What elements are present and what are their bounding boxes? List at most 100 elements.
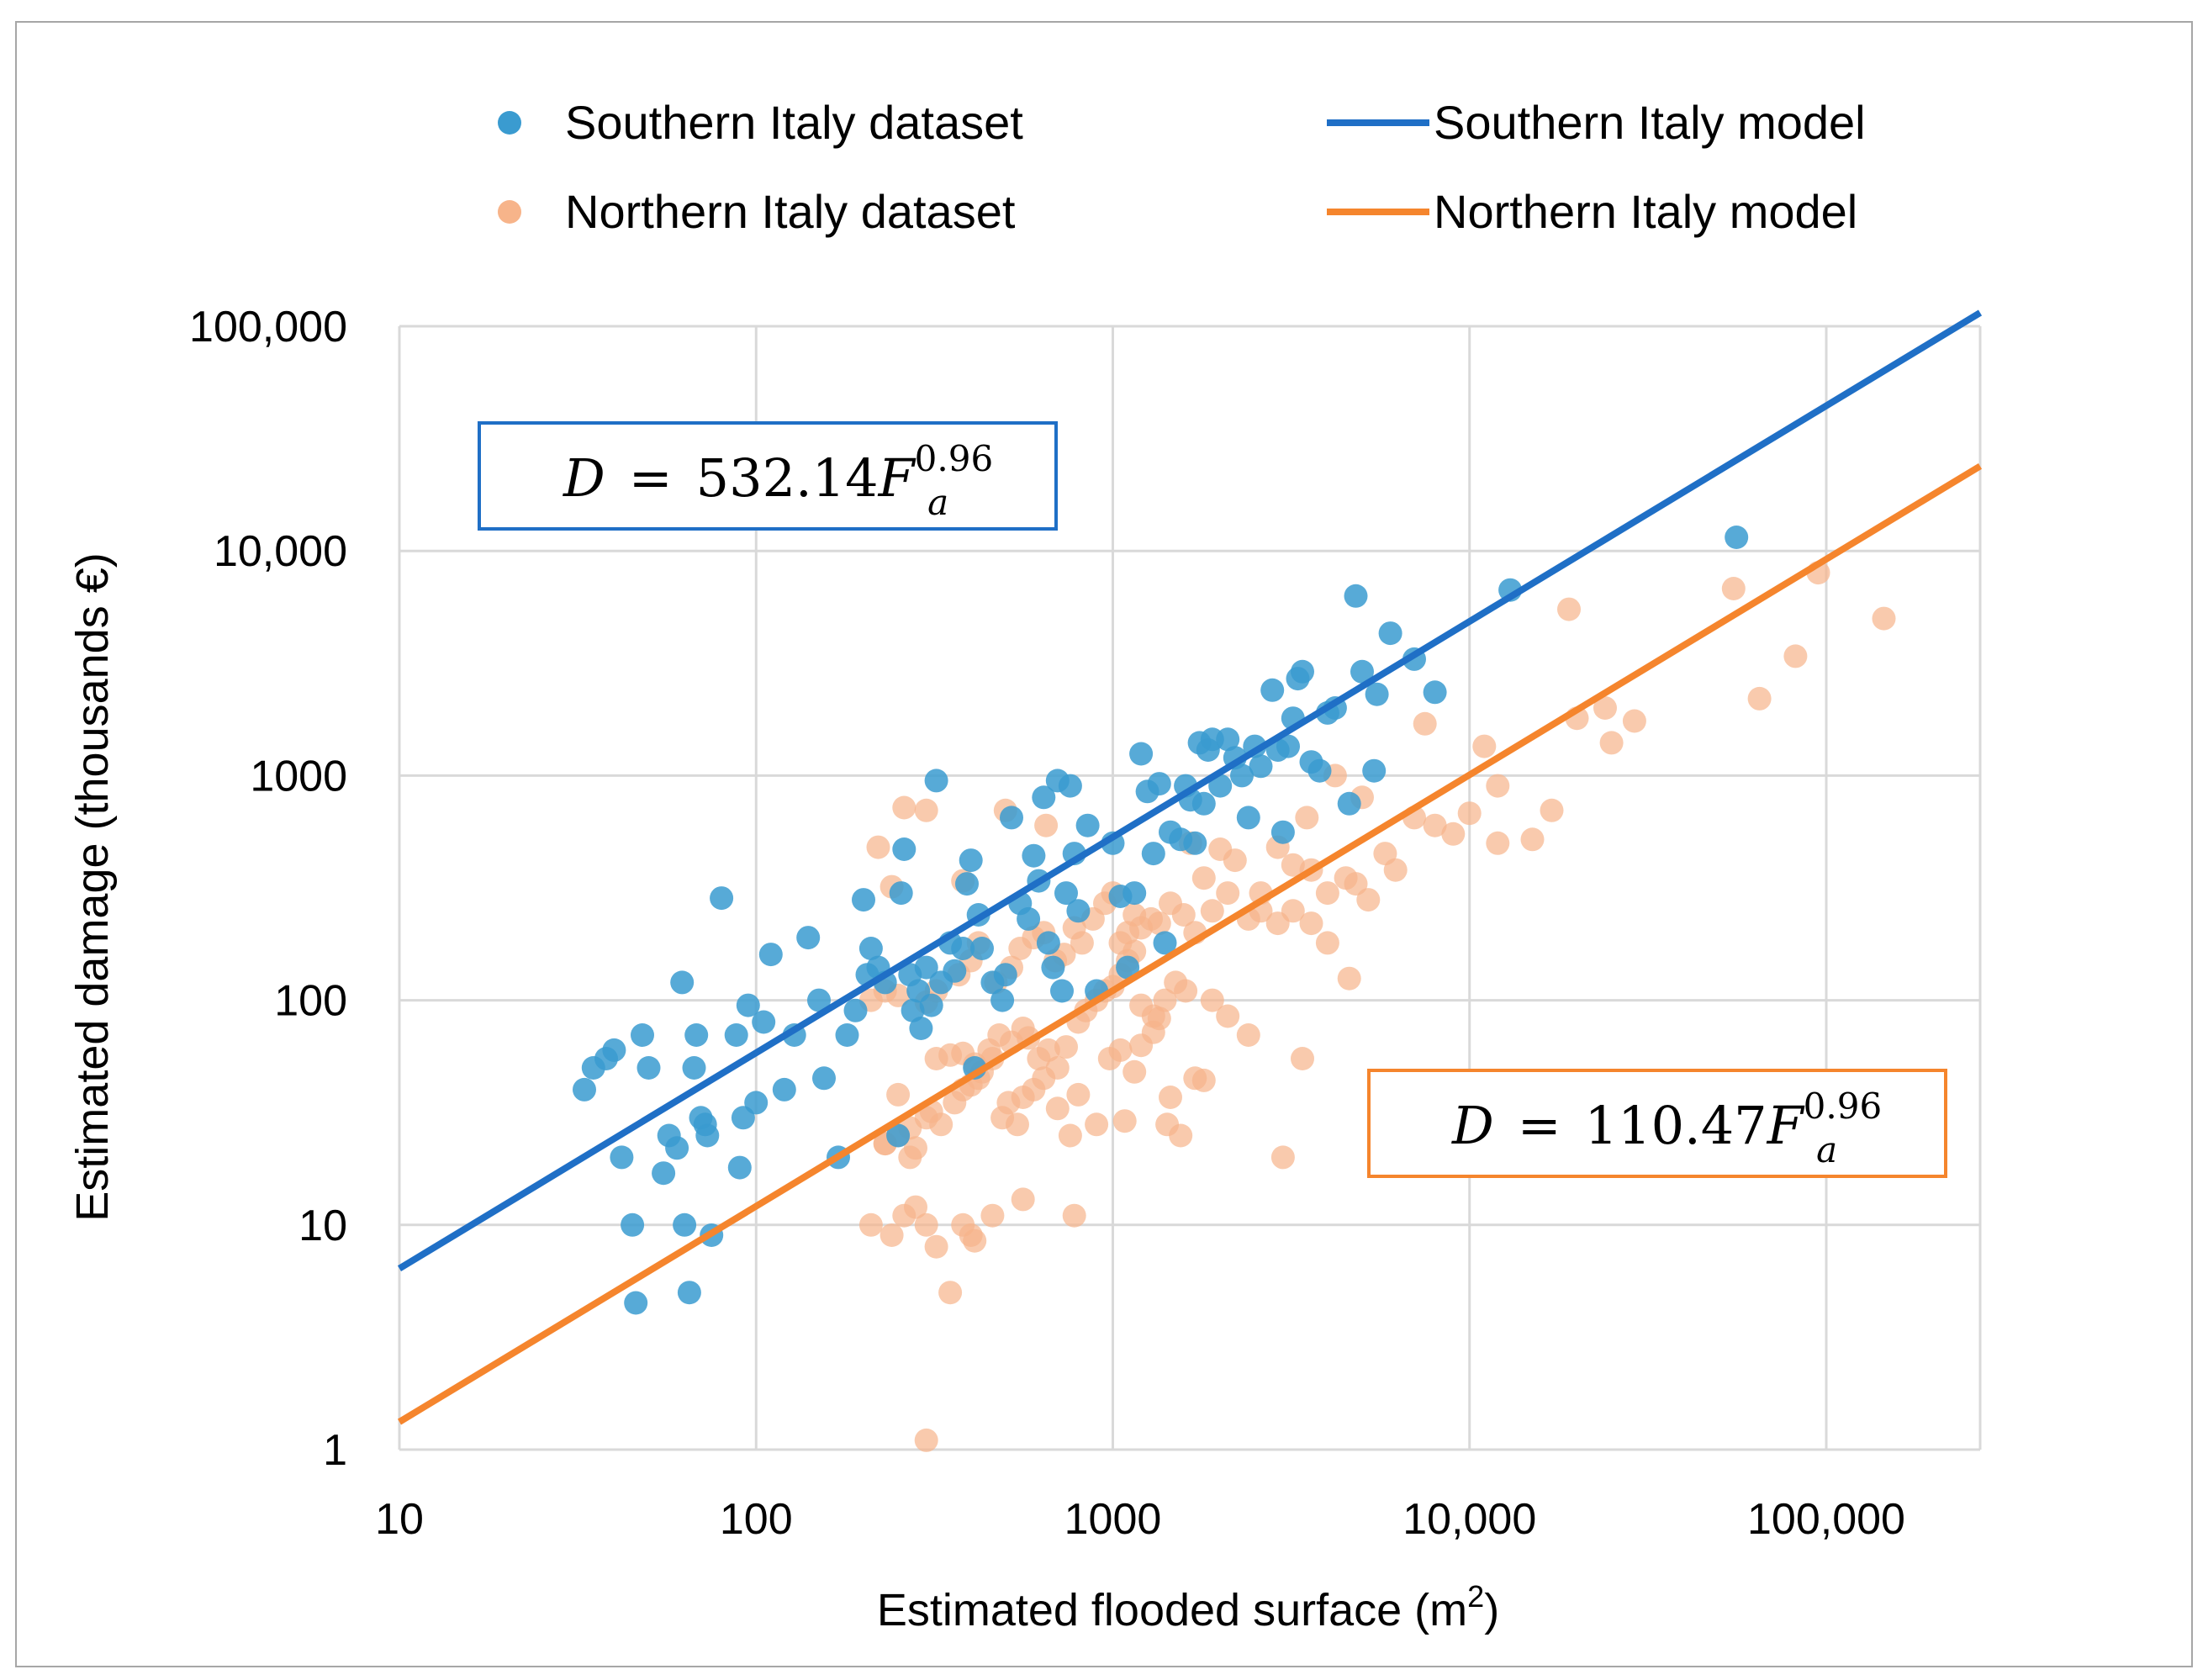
northern-point-50 [898, 1145, 922, 1170]
equation-box-southern-border [478, 421, 1058, 531]
northern-point-150 [1599, 731, 1624, 755]
southern-point-9 [652, 1161, 676, 1186]
northern-point-142 [1295, 806, 1319, 830]
southern-point-35 [835, 1023, 859, 1047]
northern-point-75 [1153, 988, 1177, 1012]
southern-point-0 [573, 1077, 596, 1102]
southern-point-43 [889, 881, 913, 906]
northern-point-0 [914, 1428, 938, 1452]
eq-s-eq: = [629, 447, 673, 509]
northern-point-131 [1344, 872, 1368, 896]
northern-point-33 [1058, 1123, 1082, 1148]
northern-point-10 [963, 1228, 987, 1253]
southern-point-84 [1129, 742, 1154, 766]
eq-n-sub: a [1816, 1129, 1837, 1170]
x-axis-title-text: Estimated flooded surface (m [877, 1585, 1467, 1635]
eq-s-d: D [563, 447, 605, 509]
southern-point-83 [1122, 881, 1147, 906]
southern-point-104 [1249, 754, 1273, 779]
southern-point-44 [892, 837, 916, 861]
southern-point-8 [637, 1056, 661, 1080]
northern-point-78 [1200, 988, 1224, 1012]
northern-point-149 [1593, 696, 1617, 720]
y-tick-label-2: 100 [274, 977, 347, 1026]
southern-point-70 [1036, 931, 1060, 955]
northern-point-118 [1299, 911, 1323, 936]
northern-point-49 [886, 1082, 911, 1107]
southern-point-123 [1423, 680, 1447, 705]
northern-point-161 [914, 798, 938, 822]
southern-point-67 [1022, 843, 1046, 868]
southern-point-57 [959, 848, 983, 873]
southern-point-63 [993, 963, 1017, 987]
legend-label-northern-dataset: Northern Italy dataset [565, 185, 1016, 238]
northern-point-47 [1191, 1068, 1216, 1092]
southern-point-87 [1147, 772, 1171, 796]
x-axis-title: Estimated flooded surface (m2) [877, 1579, 1499, 1635]
northern-point-81 [1291, 1047, 1314, 1070]
northern-point-136 [1423, 813, 1447, 837]
northern-point-3 [880, 1223, 904, 1247]
legend-marker-southern-dataset [498, 111, 521, 135]
southern-point-23 [727, 1155, 752, 1180]
southern-point-77 [1066, 899, 1091, 923]
eq-s-var: F [878, 447, 916, 509]
eq-s-exp: 0.96 [915, 438, 994, 479]
northern-point-120 [1337, 966, 1361, 991]
eq-n-exp: 0.96 [1804, 1086, 1883, 1127]
southern-point-74 [1054, 881, 1078, 906]
southern-point-71 [1041, 955, 1065, 980]
northern-point-110 [1171, 903, 1196, 927]
northern-point-20 [929, 1112, 953, 1137]
southern-point-93 [1183, 831, 1207, 855]
southern-point-119 [1362, 758, 1387, 783]
northern-point-154 [1747, 686, 1772, 711]
southern-point-64 [1000, 806, 1023, 830]
northern-point-141 [1540, 798, 1564, 822]
eq-n-eq: = [1518, 1095, 1561, 1156]
x-tick-label-2: 1000 [1064, 1495, 1162, 1544]
southern-point-88 [1153, 931, 1177, 955]
northern-point-160 [892, 795, 916, 820]
model-lines [397, 309, 1983, 1425]
northern-point-32 [1045, 1096, 1070, 1121]
y-tick-label-3: 1000 [250, 752, 347, 800]
northern-point-2 [858, 1212, 883, 1237]
southern-point-15 [682, 1056, 706, 1080]
northern-point-157 [1872, 606, 1896, 631]
southern-point-113 [1307, 758, 1332, 783]
northern-point-12 [1011, 1187, 1035, 1212]
southern-point-7 [631, 1023, 654, 1047]
northern-point-127 [1281, 853, 1305, 877]
southern-point-48 [909, 1017, 933, 1040]
southern-point-125 [1725, 526, 1749, 549]
northern-point-138 [1457, 801, 1482, 826]
southern-point-13 [673, 1212, 697, 1237]
southern-point-56 [955, 872, 979, 896]
northern-point-39 [1122, 1059, 1147, 1084]
southern-point-108 [1276, 734, 1300, 758]
southern-point-69 [1032, 785, 1056, 810]
northern-point-139 [1486, 831, 1510, 855]
northern-point-63 [1045, 1056, 1070, 1080]
southern-point-95 [1191, 791, 1216, 816]
northern-point-5 [904, 1195, 927, 1219]
x-tick-label-4: 100,000 [1747, 1495, 1905, 1544]
northern-point-147 [1486, 774, 1510, 798]
northern-point-152 [1557, 597, 1581, 621]
southern-point-26 [744, 1091, 769, 1115]
southern-point-49 [914, 955, 938, 980]
northern-point-124 [1223, 848, 1247, 873]
southern-point-55 [951, 937, 975, 960]
northern-point-80 [1236, 1023, 1260, 1047]
southern-point-66 [1017, 906, 1041, 931]
northern-point-113 [1216, 881, 1240, 906]
northern-point-35 [1085, 1112, 1109, 1137]
southern-point-62 [990, 988, 1015, 1012]
northern-point-122 [1191, 866, 1216, 890]
northern-point-7 [924, 1234, 948, 1259]
southern-point-46 [901, 998, 925, 1022]
southern-point-42 [886, 1123, 911, 1148]
southern-model-line [397, 309, 1983, 1272]
